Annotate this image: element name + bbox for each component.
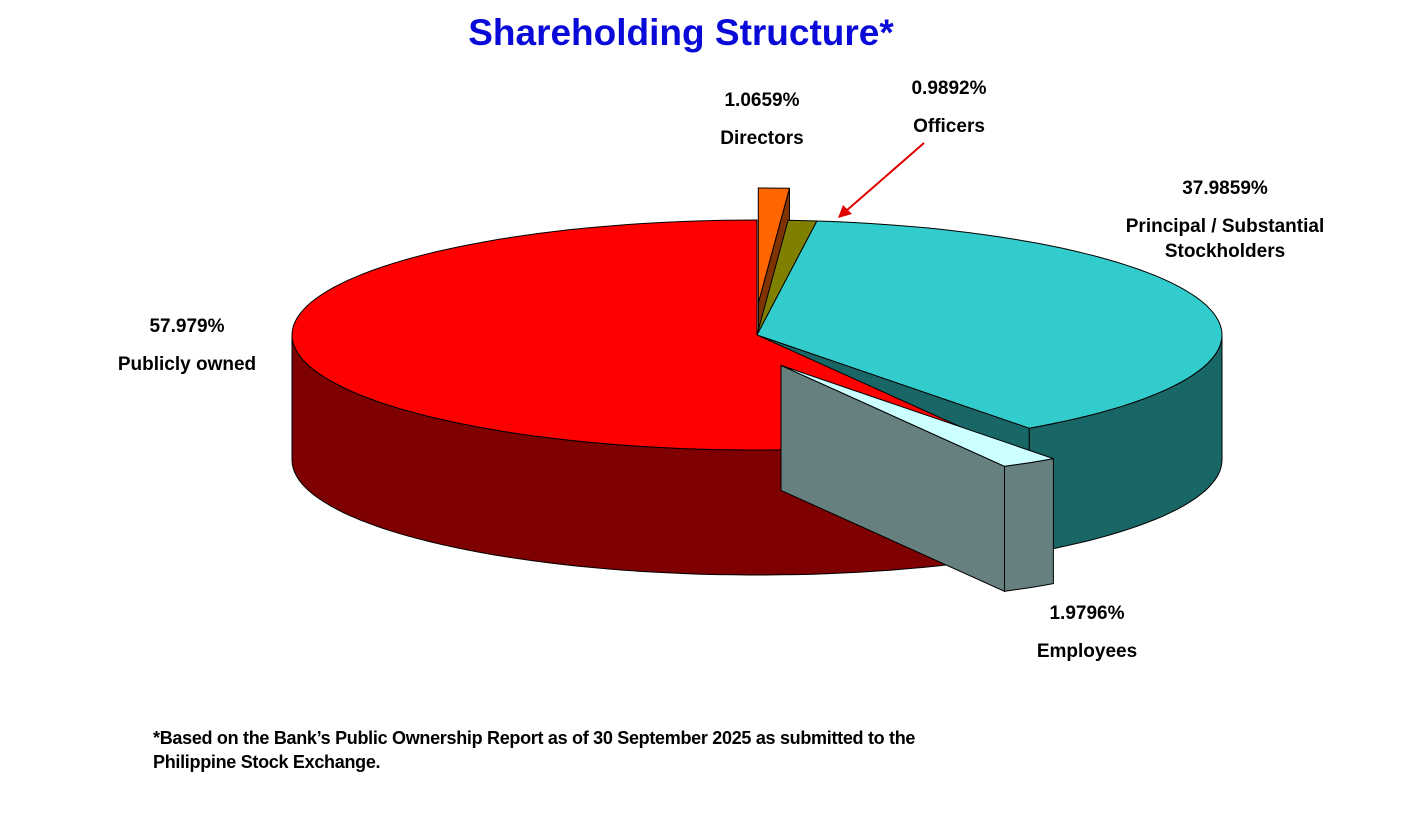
value-label: 57.979% [149,316,225,337]
category-label: Principal / Substantial Stockholders [1125,216,1325,262]
slice-side [1004,458,1054,592]
callout-arrow [845,142,925,212]
slice [757,187,791,304]
pie [291,187,1223,593]
callout-arrowhead [838,205,852,218]
value-label: 37.9859% [1182,178,1268,199]
value-label: 1.0659% [724,90,800,111]
value-label: 0.9892% [911,78,987,99]
value-label: 1.9796% [1049,603,1125,624]
slice-label: 1.0659% Directors [647,88,877,151]
slice-label: 0.9892% Officers [834,76,1064,139]
slice [780,364,1054,467]
slice [756,220,1223,429]
category-label: Employees [1036,641,1138,662]
footnote: *Based on the Bank’s Public Ownership Re… [153,728,916,772]
category-label: Directors [720,128,804,149]
chart-title: Shareholding Structure* [468,12,894,53]
slice-label: 1.9796% Employees [972,601,1202,664]
category-label: Publicly owned [117,354,257,375]
slice-label: 57.979% Publicly owned [72,314,302,377]
slice-label: 37.9859% Principal / Substantial Stockhol… [1110,176,1340,264]
category-label: Officers [913,116,985,137]
